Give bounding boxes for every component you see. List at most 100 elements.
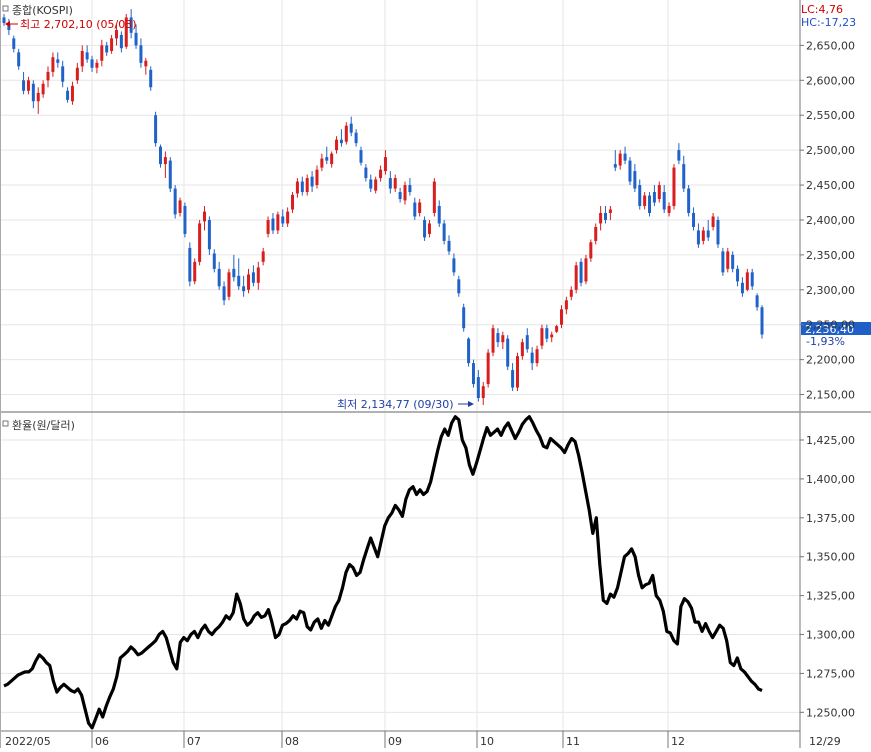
- high-annotation: 최고 2,702,10 (05/03): [20, 18, 137, 31]
- candle: [300, 176, 304, 196]
- candle-body: [349, 123, 353, 133]
- candle: [335, 136, 339, 154]
- candle-body: [530, 352, 534, 364]
- candle: [540, 324, 544, 350]
- candle: [633, 164, 637, 193]
- candle-body: [295, 181, 299, 194]
- candle: [462, 303, 466, 332]
- candle: [667, 202, 671, 217]
- candle-body: [515, 356, 519, 388]
- candle: [721, 247, 725, 276]
- candle-body: [51, 57, 55, 72]
- candle: [423, 216, 427, 241]
- x-tick-label: 12/29: [809, 735, 841, 748]
- candle: [22, 71, 26, 95]
- candle-body: [388, 178, 392, 189]
- candle: [66, 87, 70, 103]
- candle-body: [163, 157, 167, 165]
- last-value: 2,236,40: [805, 323, 854, 336]
- candle-body: [168, 160, 172, 189]
- candle: [124, 13, 128, 49]
- candle-body: [188, 247, 192, 282]
- candle: [80, 45, 84, 72]
- candle-body: [66, 90, 70, 100]
- candle: [427, 219, 431, 238]
- candle-body: [7, 24, 11, 31]
- candle-body: [31, 83, 35, 102]
- fx-ytick-label: 1,325,00: [806, 590, 855, 603]
- x-tick-label: 12: [671, 735, 685, 748]
- candle-body: [124, 17, 128, 47]
- candle: [467, 337, 471, 367]
- candle-body: [545, 328, 549, 339]
- candle: [325, 146, 329, 165]
- candle: [760, 305, 764, 339]
- candle-body: [247, 274, 251, 290]
- candle-body: [119, 34, 123, 49]
- candle: [491, 324, 495, 357]
- candle-body: [149, 69, 153, 88]
- kospi-legend-label[interactable]: 종합(KOSPI): [12, 4, 73, 17]
- candle: [662, 185, 666, 213]
- candle: [501, 331, 505, 350]
- candle: [579, 258, 583, 287]
- candle: [608, 206, 612, 220]
- candle: [755, 293, 759, 311]
- kospi-ytick-label: 2,400,00: [806, 214, 855, 227]
- candle: [339, 129, 343, 147]
- candle: [657, 181, 661, 203]
- candle-body: [525, 335, 529, 350]
- candle: [471, 359, 475, 388]
- candle-body: [359, 150, 363, 163]
- candle: [398, 187, 402, 203]
- candle-body: [584, 258, 588, 282]
- candle: [203, 206, 207, 231]
- candle: [12, 35, 16, 53]
- candle: [692, 207, 696, 231]
- candle: [643, 192, 647, 210]
- candle-body: [305, 178, 309, 193]
- candle-body: [677, 150, 681, 161]
- low-arrowhead: [468, 401, 474, 407]
- fx-legend-label[interactable]: 환율(원/달러): [12, 419, 75, 432]
- fx-ytick-label: 1,350,00: [806, 551, 855, 564]
- candle-body: [736, 268, 740, 282]
- candle-body: [672, 167, 676, 206]
- candle-body: [281, 216, 285, 224]
- candle-body: [369, 179, 373, 189]
- candle-body: [652, 192, 656, 203]
- candle: [555, 324, 559, 334]
- candle-body: [711, 216, 715, 227]
- fx-ytick-label: 1,250,00: [806, 706, 855, 719]
- candle-body: [740, 282, 744, 294]
- fx-ytick-label: 1,275,00: [806, 667, 855, 680]
- candle-body: [251, 272, 255, 283]
- candle-body: [501, 335, 505, 343]
- candle-body: [491, 328, 495, 353]
- candle: [648, 192, 652, 217]
- candle: [227, 268, 231, 301]
- candle-body: [520, 342, 524, 357]
- candle-body: [379, 169, 383, 179]
- candle: [163, 151, 167, 179]
- candle: [188, 242, 192, 287]
- candle: [452, 253, 456, 276]
- candle: [574, 261, 578, 294]
- candle-body: [310, 176, 314, 187]
- candle: [374, 176, 378, 194]
- kospi-ytick-label: 2,500,00: [806, 144, 855, 157]
- candle-body: [158, 146, 162, 165]
- kospi-ytick-label: 2,250,00: [806, 319, 855, 332]
- candle: [745, 268, 749, 292]
- candle: [232, 254, 236, 282]
- candle-body: [638, 185, 642, 206]
- candle-body: [330, 153, 334, 165]
- candle: [559, 305, 563, 329]
- candle: [36, 87, 40, 114]
- candle: [418, 199, 422, 217]
- candle-body: [105, 45, 109, 53]
- candle: [320, 153, 324, 172]
- candle-body: [129, 17, 133, 33]
- candle-body: [447, 240, 451, 252]
- candle-body: [721, 251, 725, 273]
